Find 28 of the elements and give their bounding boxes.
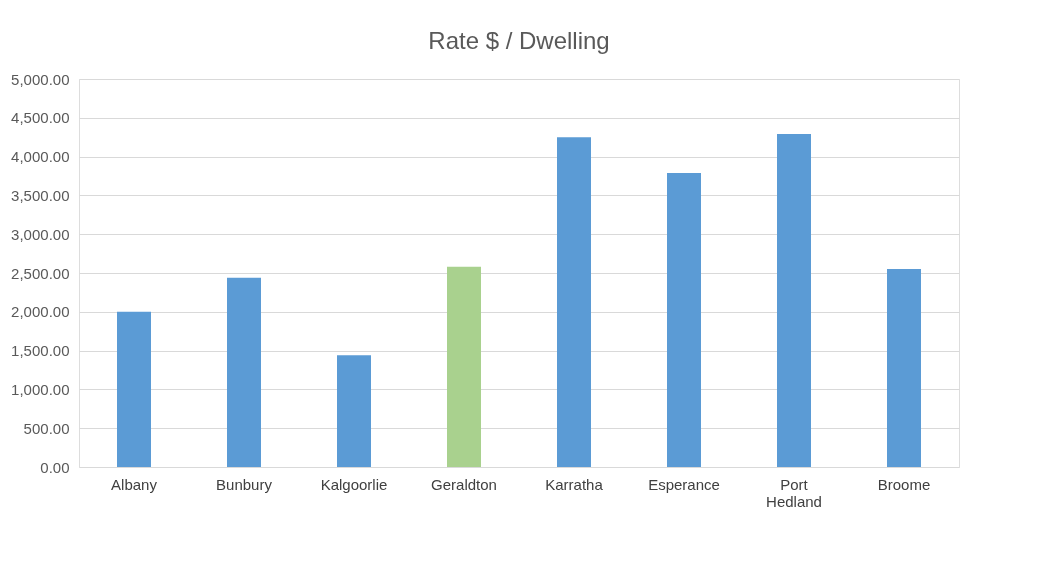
- x-tick-label: Geraldton: [431, 475, 497, 493]
- bar: [227, 277, 261, 467]
- x-tick-label: Karratha: [545, 475, 604, 493]
- y-tick-label: 4,500.00: [11, 109, 70, 127]
- y-tick-label: 1,500.00: [11, 342, 70, 360]
- y-tick-label: 500.00: [23, 419, 70, 437]
- y-tick-label: 2,500.00: [11, 264, 70, 282]
- y-tick-label: 0.00: [40, 458, 70, 476]
- y-tick-label: 4,000.00: [11, 148, 70, 166]
- x-tick-label: Broome: [877, 475, 931, 493]
- chart-title: Rate $ / Dwelling: [428, 27, 610, 54]
- bar: [887, 269, 921, 467]
- y-tick-label: 2,000.00: [11, 303, 70, 321]
- x-tick-label: Kalgoorlie: [320, 475, 388, 493]
- bar: [447, 266, 481, 467]
- bar: [667, 172, 701, 467]
- bar: [557, 137, 591, 467]
- x-tick-label: Esperance: [648, 475, 720, 493]
- y-tick-label: 3,000.00: [11, 225, 70, 243]
- x-tick-label: Bunbury: [216, 475, 273, 493]
- x-tick-label: Albany: [111, 475, 158, 493]
- bar: [777, 134, 811, 467]
- y-tick-label: 1,000.00: [11, 380, 70, 398]
- y-tick-label: 3,500.00: [11, 186, 70, 204]
- bar: [117, 311, 151, 467]
- y-tick-label: 5,000.00: [11, 70, 70, 88]
- x-tick-label: Port Hedland: [766, 475, 822, 510]
- bar: [337, 355, 371, 467]
